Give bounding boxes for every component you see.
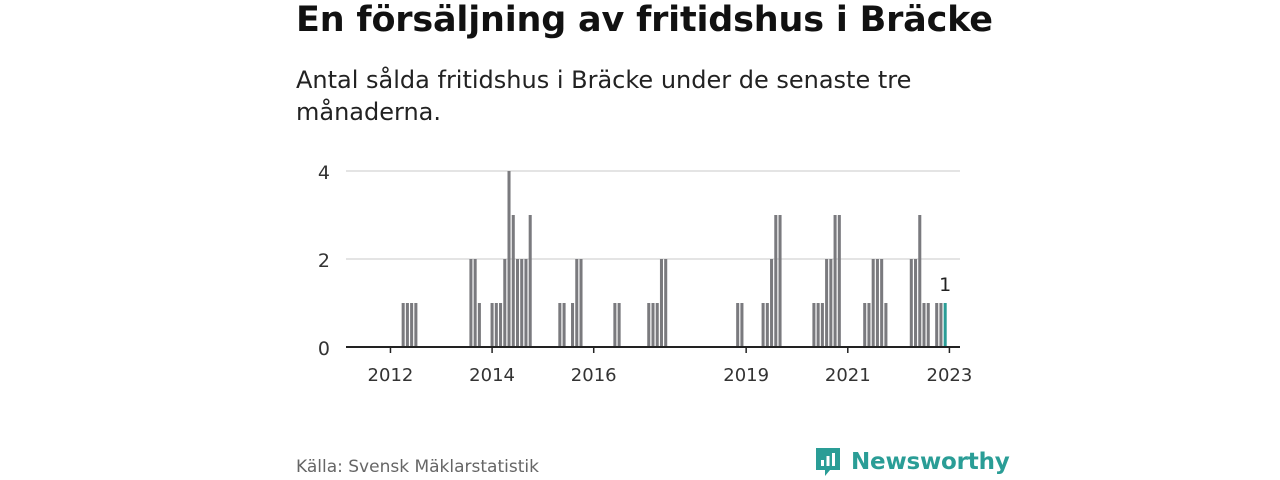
- bar: [515, 259, 520, 347]
- y-tick-label: 4: [318, 162, 330, 184]
- bar: [926, 303, 930, 347]
- bar: [736, 303, 740, 347]
- y-tick-label: 2: [318, 250, 330, 272]
- brand-name: Newsworthy: [851, 449, 1010, 475]
- bar: [770, 259, 774, 347]
- bar: [664, 259, 668, 347]
- bar: [414, 303, 418, 347]
- bar: [829, 259, 833, 347]
- bar: [477, 303, 481, 347]
- data-labels: 1: [939, 274, 951, 296]
- bar: [401, 303, 405, 347]
- bar: [528, 215, 532, 347]
- y-tick-label: 0: [318, 338, 330, 360]
- bar: [473, 259, 477, 347]
- bar: [761, 303, 765, 347]
- bar: [647, 303, 651, 347]
- x-tick-label: 2019: [723, 365, 769, 386]
- bar: [520, 259, 524, 347]
- bar: [617, 303, 621, 347]
- bar: [405, 303, 409, 347]
- x-tick-label: 2023: [927, 365, 973, 386]
- bar: [825, 259, 829, 347]
- brand-logo[interactable]: Newsworthy: [814, 446, 1010, 478]
- bar: [884, 303, 888, 347]
- bar: [562, 303, 566, 347]
- bar: [939, 303, 943, 347]
- bar-chart-logo-icon: [816, 448, 840, 476]
- bar: [571, 303, 575, 347]
- bar: [490, 303, 494, 347]
- bar: [867, 303, 871, 347]
- bar: [880, 259, 884, 347]
- x-tick-label: 2012: [368, 365, 414, 386]
- chart-subtitle: Antal sålda fritidshus i Bräcke under de…: [296, 66, 912, 126]
- bar: [558, 303, 562, 347]
- bar: [875, 259, 879, 347]
- bar: [871, 259, 875, 347]
- grid-lines: [346, 170, 960, 260]
- bar: [507, 171, 511, 347]
- bar: [494, 303, 498, 347]
- bar: [918, 215, 922, 347]
- x-tick-label: 2014: [469, 365, 515, 386]
- bar: [503, 259, 507, 347]
- bar: [575, 259, 579, 347]
- bar: [655, 303, 659, 347]
- x-tick-label: 2021: [825, 365, 871, 386]
- x-tick-labels: 2012 2014 2016 2019 2021 2023: [368, 347, 973, 386]
- x-tick-label: 2016: [571, 365, 617, 386]
- bar-series: [401, 171, 947, 347]
- bar: [659, 259, 663, 347]
- bar: [909, 259, 913, 347]
- bar: [740, 303, 744, 347]
- bar-highlight: [943, 303, 947, 347]
- bar-value-label: 1: [939, 274, 951, 296]
- bar: [863, 303, 867, 347]
- bar: [922, 303, 926, 347]
- bar: [524, 259, 528, 347]
- bar: [579, 259, 583, 347]
- bar: [820, 303, 824, 347]
- bar: [410, 303, 414, 347]
- bar: [613, 303, 617, 347]
- bar: [833, 215, 837, 347]
- bar: [469, 259, 473, 347]
- bar: [935, 303, 939, 347]
- bar: [812, 303, 816, 347]
- bar: [914, 259, 918, 347]
- bar: [774, 215, 778, 347]
- bar: [511, 215, 515, 347]
- bar: [651, 303, 655, 347]
- page-title: En försäljning av fritidshus i Bräcke: [296, 0, 993, 40]
- y-tick-labels: 0 2 4: [318, 162, 330, 360]
- source-note: Källa: Svensk Mäklarstatistik: [296, 457, 539, 477]
- bar: [765, 303, 769, 347]
- bar: [816, 303, 820, 347]
- bar: [778, 215, 782, 347]
- bar: [837, 215, 841, 347]
- bar: [499, 303, 503, 347]
